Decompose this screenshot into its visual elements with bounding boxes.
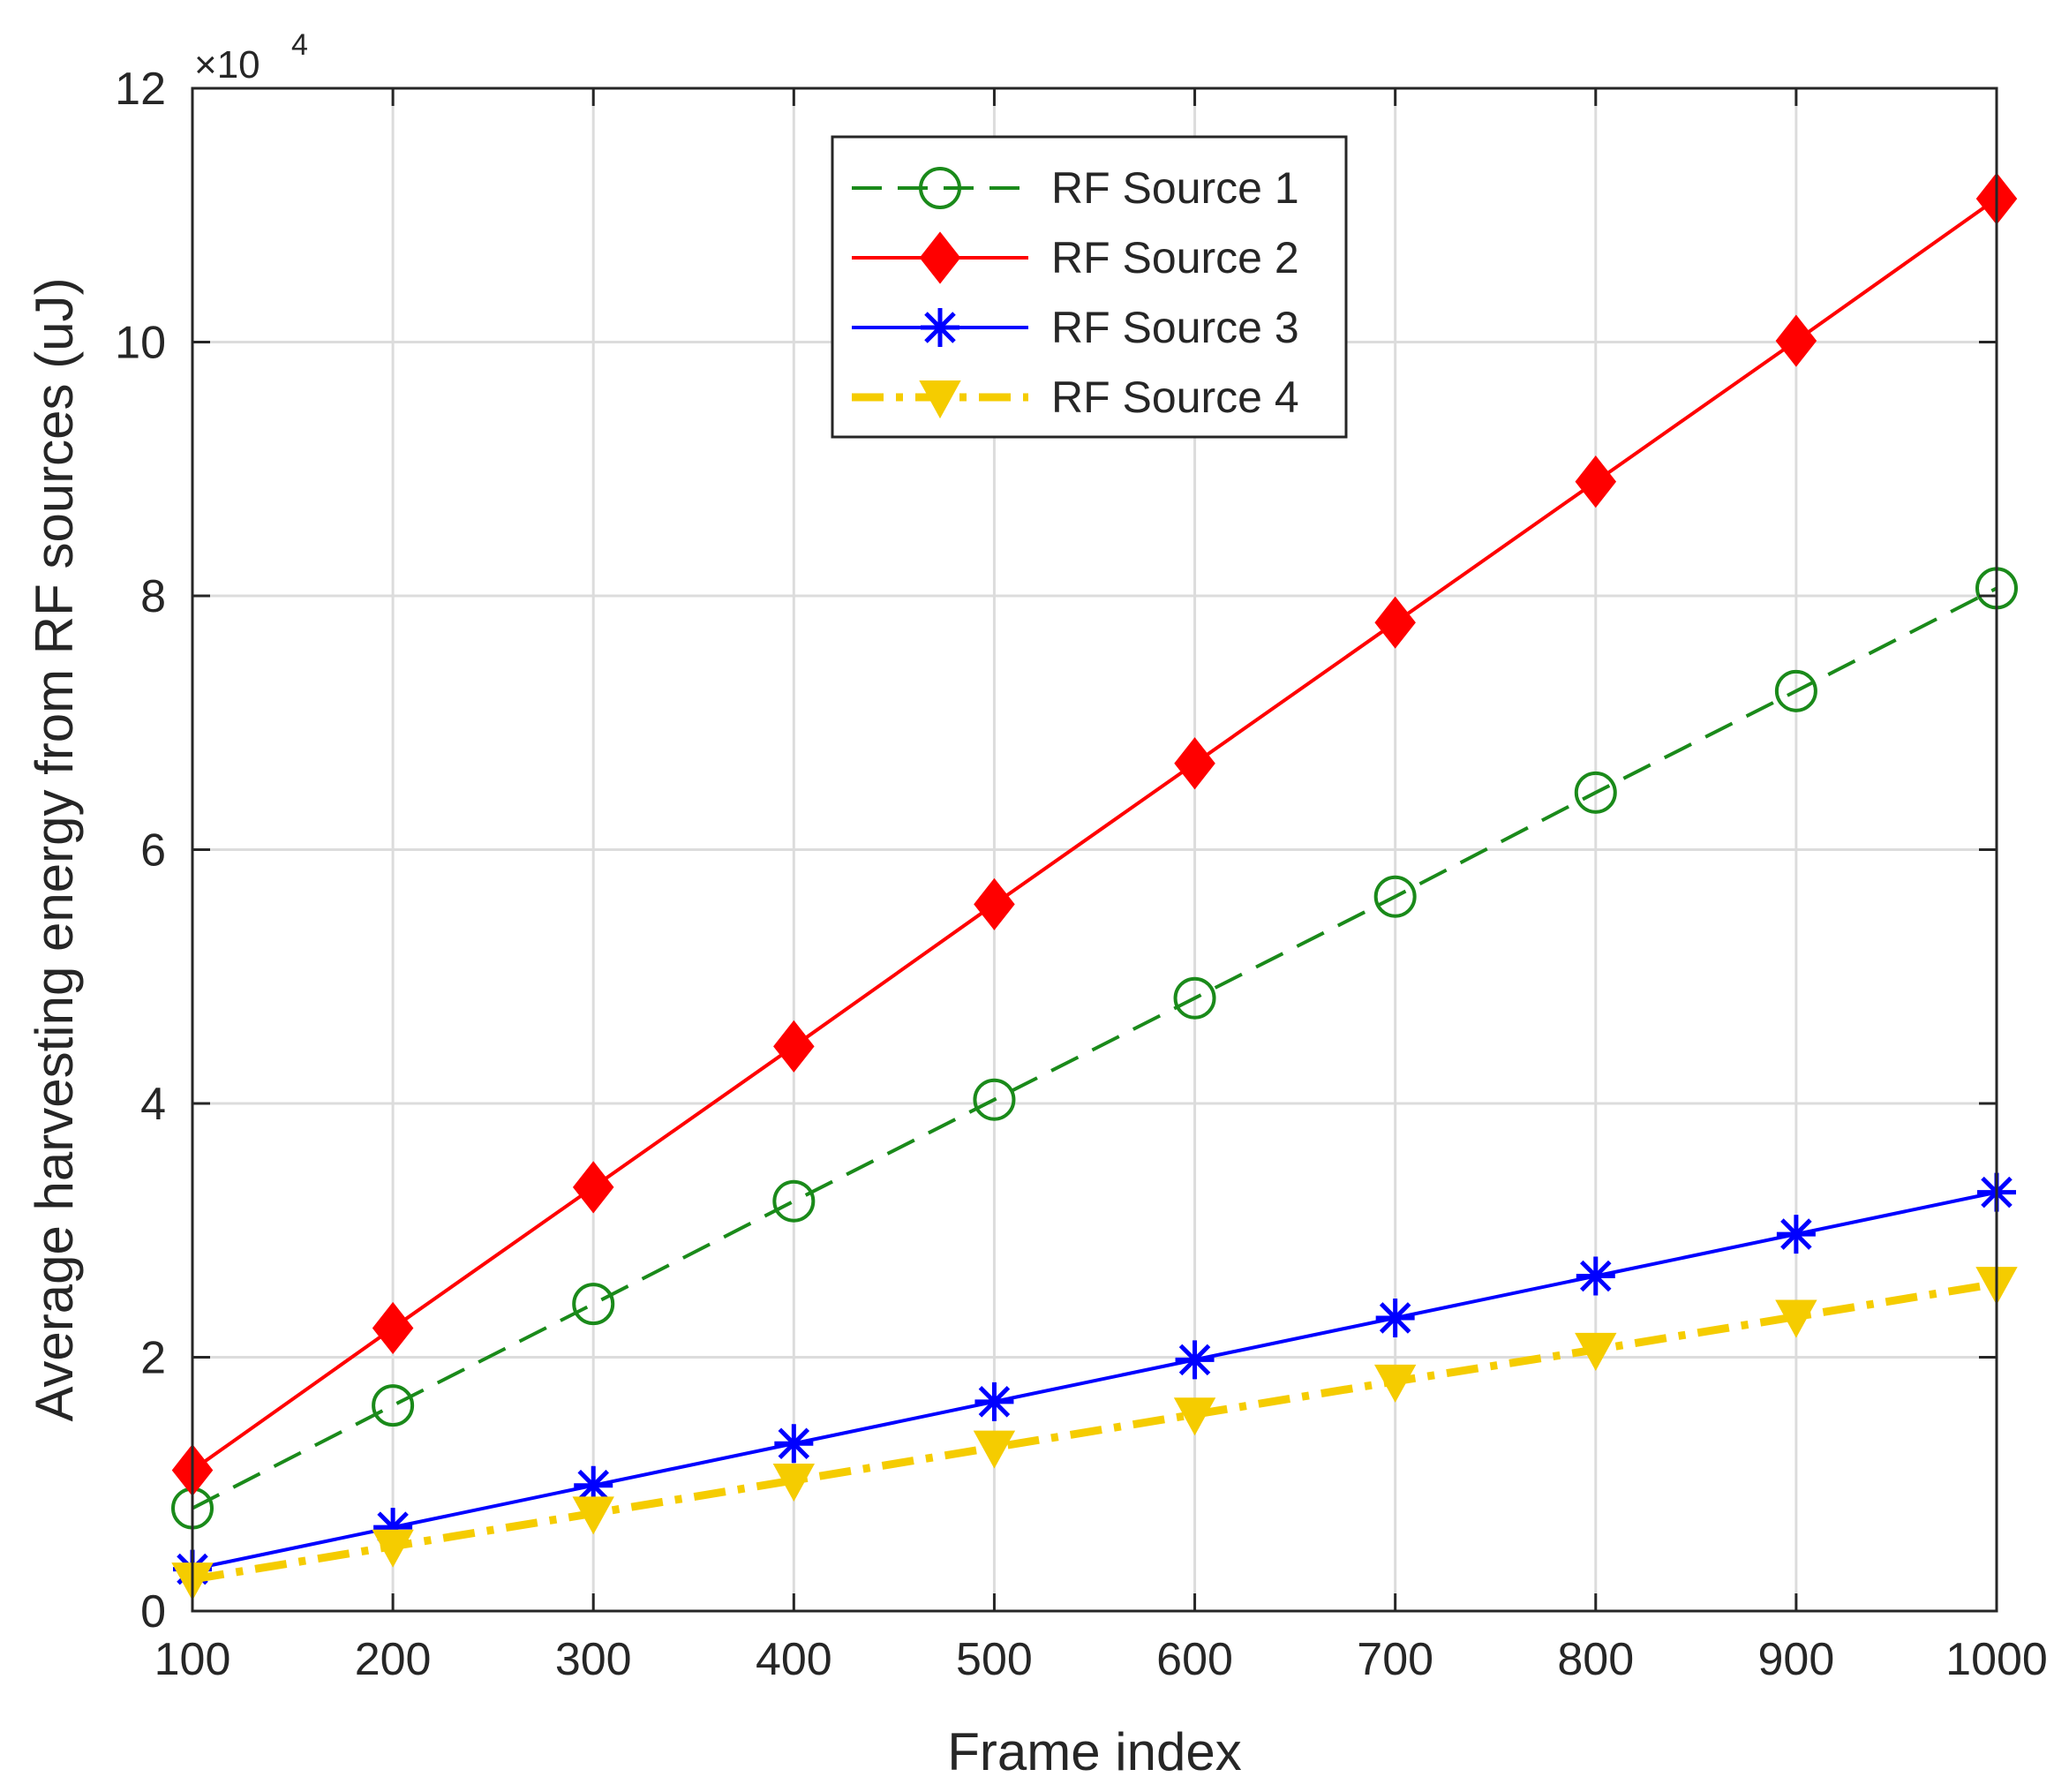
y-tick-label: 2 [140, 1333, 166, 1384]
diamond-marker [1374, 596, 1416, 649]
x-tick-label: 1000 [1945, 1634, 2048, 1685]
asterisk-marker [1576, 1256, 1615, 1296]
legend-item: RF Source 3 [852, 303, 1299, 352]
asterisk-marker [1175, 1340, 1215, 1380]
diamond-marker [372, 1301, 414, 1355]
series-line [192, 1190, 1998, 1571]
series-line [192, 1279, 1998, 1584]
circle-marker [1173, 976, 1216, 1020]
x-tick-label: 300 [555, 1634, 632, 1685]
y-tick-label: 6 [140, 825, 166, 877]
triangle-down-marker [372, 1529, 414, 1568]
asterisk-marker [921, 308, 959, 347]
circle-marker [919, 167, 961, 209]
y-tick-label: 0 [140, 1586, 166, 1638]
legend-item: RF Source 1 [852, 163, 1299, 213]
asterisk-stroke [577, 1469, 609, 1502]
series-rf-source-3 [173, 1172, 2016, 1589]
circle-marker [1574, 771, 1617, 814]
triangle-down-marker [572, 1496, 614, 1535]
data-series [171, 172, 2018, 1601]
asterisk-stroke [778, 1427, 810, 1460]
y-axis-exponent: ×10 4 [194, 28, 308, 87]
circle-marker [772, 1179, 816, 1223]
circle-marker [572, 1283, 615, 1326]
asterisk-stroke [978, 1386, 1011, 1418]
circle-marker [1373, 875, 1417, 918]
legend-label: RF Source 3 [1051, 303, 1299, 352]
y-tick-label: 12 [115, 64, 166, 115]
diamond-marker [1174, 737, 1215, 790]
series-rf-source-4 [171, 1267, 2018, 1601]
triangle-down-marker [1775, 1299, 1817, 1338]
asterisk-marker [974, 1382, 1014, 1421]
diamond-marker [773, 1020, 815, 1073]
diamond-marker [919, 231, 961, 284]
y-exponent-power: 4 [291, 28, 308, 62]
diamond-marker [974, 877, 1015, 930]
circle-marker [1774, 669, 1817, 712]
legend-item: RF Source 2 [852, 231, 1299, 284]
y-tick-label: 10 [115, 318, 166, 369]
circle-marker [973, 1078, 1016, 1121]
asterisk-stroke [924, 312, 956, 343]
x-tick-label: 800 [1557, 1634, 1634, 1685]
legend-label: RF Source 4 [1051, 373, 1299, 422]
x-tick-label: 600 [1156, 1634, 1233, 1685]
legend-label: RF Source 1 [1051, 163, 1299, 213]
asterisk-stroke [1178, 1344, 1211, 1376]
asterisk-stroke [1580, 1260, 1612, 1292]
triangle-down-marker [973, 1430, 1016, 1469]
triangle-down-marker [1575, 1332, 1617, 1371]
asterisk-marker [1375, 1298, 1415, 1337]
x-tick-label: 500 [956, 1634, 1033, 1685]
x-tick-label: 700 [1357, 1634, 1433, 1685]
legend-item: RF Source 4 [852, 373, 1299, 422]
legend: RF Source 1 RF Source 2 RF Source 3 RF Sour… [831, 135, 1348, 439]
triangle-down-marker [772, 1463, 816, 1502]
x-tick-label: 100 [154, 1634, 231, 1685]
x-tick-label: 400 [756, 1634, 832, 1685]
series-line [191, 197, 1998, 1472]
series-rf-source-1 [171, 567, 2018, 1530]
diamond-marker [572, 1161, 614, 1214]
axis-ticks: 100 200 300 400 500 600 700 800 900 1000 0 2 4 6 8 10 12 [115, 64, 2048, 1685]
x-axis-label: Frame index [947, 1722, 1241, 1781]
asterisk-stroke [1379, 1302, 1411, 1334]
diamond-marker [1775, 314, 1817, 367]
asterisk-stroke [1780, 1218, 1812, 1250]
y-axis-label: Average harvesting energy from RF source… [25, 277, 84, 1421]
asterisk-marker [774, 1424, 814, 1464]
triangle-down-marker [919, 380, 961, 419]
y-tick-label: 4 [140, 1079, 166, 1130]
x-tick-label: 900 [1758, 1634, 1835, 1685]
series-line [192, 586, 1998, 1510]
triangle-down-marker [1373, 1364, 1417, 1403]
triangle-down-marker [1173, 1397, 1216, 1436]
y-exponent-base: ×10 [194, 43, 260, 87]
asterisk-marker [574, 1465, 613, 1505]
legend-label: RF Source 2 [1051, 233, 1299, 282]
diamond-marker [1575, 456, 1617, 508]
x-tick-label: 200 [355, 1634, 432, 1685]
circle-marker [372, 1384, 415, 1427]
asterisk-marker [1776, 1215, 1816, 1254]
y-tick-label: 8 [140, 571, 166, 622]
